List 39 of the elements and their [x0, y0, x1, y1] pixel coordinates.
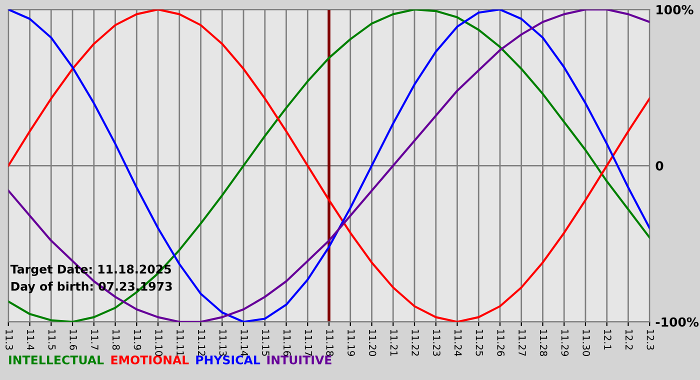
x-tick-label: 11.6 [70, 330, 78, 350]
x-tick-label: 11.11 [176, 330, 184, 356]
x-tick-label: 11.8 [112, 330, 120, 350]
x-tick-label: 11.9 [134, 330, 142, 350]
x-tick-label: 11.23 [433, 330, 440, 356]
x-tick-label: 11.16 [283, 330, 291, 356]
line-series [8, 10, 650, 322]
x-tick-label: 11.4 [27, 330, 34, 350]
x-tick-label: 11.25 [476, 330, 484, 356]
x-tick-label: 11.17 [304, 330, 312, 356]
text: PHYSICAL [196, 355, 260, 364]
x-tick-label: 11.29 [561, 330, 569, 356]
x-tick-label: 11.13 [219, 330, 227, 356]
x-tick-label: 12.2 [626, 330, 633, 350]
x-tick-label: 11.3 [6, 330, 13, 350]
x-tick-label: 11.10 [155, 330, 163, 356]
x-tick-label: 11.30 [582, 330, 590, 356]
x-tick-label: 11.24 [454, 330, 462, 356]
x-tick-label: 11.27 [518, 330, 526, 356]
x-tick-label: 11.20 [368, 330, 376, 356]
y-tick-label: -100% [656, 317, 699, 327]
text: INTUITIVE [267, 356, 332, 364]
text: INTELLECTUAL [9, 355, 104, 364]
x-tick-label: 11.21 [390, 330, 398, 356]
y-tick-label: 100% [656, 4, 694, 14]
x-tick-label: 12.3 [646, 330, 654, 350]
x-tick-label: 11.28 [540, 330, 548, 356]
x-tick-label: 11.7 [91, 330, 98, 350]
x-tick-label: 11.22 [412, 330, 420, 356]
x-tick-label: 11.18 [326, 330, 334, 356]
x-tick-label: 12.1 [604, 330, 612, 350]
x-tick-label: 11.14 [240, 330, 248, 356]
x-tick-label: 11.26 [497, 330, 505, 356]
y-tick-label: 0 [656, 161, 664, 171]
x-tick-label: 11.15 [262, 330, 270, 356]
x-tick-label: 11.12 [198, 330, 206, 356]
text: EMOTIONAL [111, 355, 189, 364]
x-tick-label: 11.19 [348, 330, 355, 356]
x-tick-label: 11.5 [48, 330, 56, 350]
